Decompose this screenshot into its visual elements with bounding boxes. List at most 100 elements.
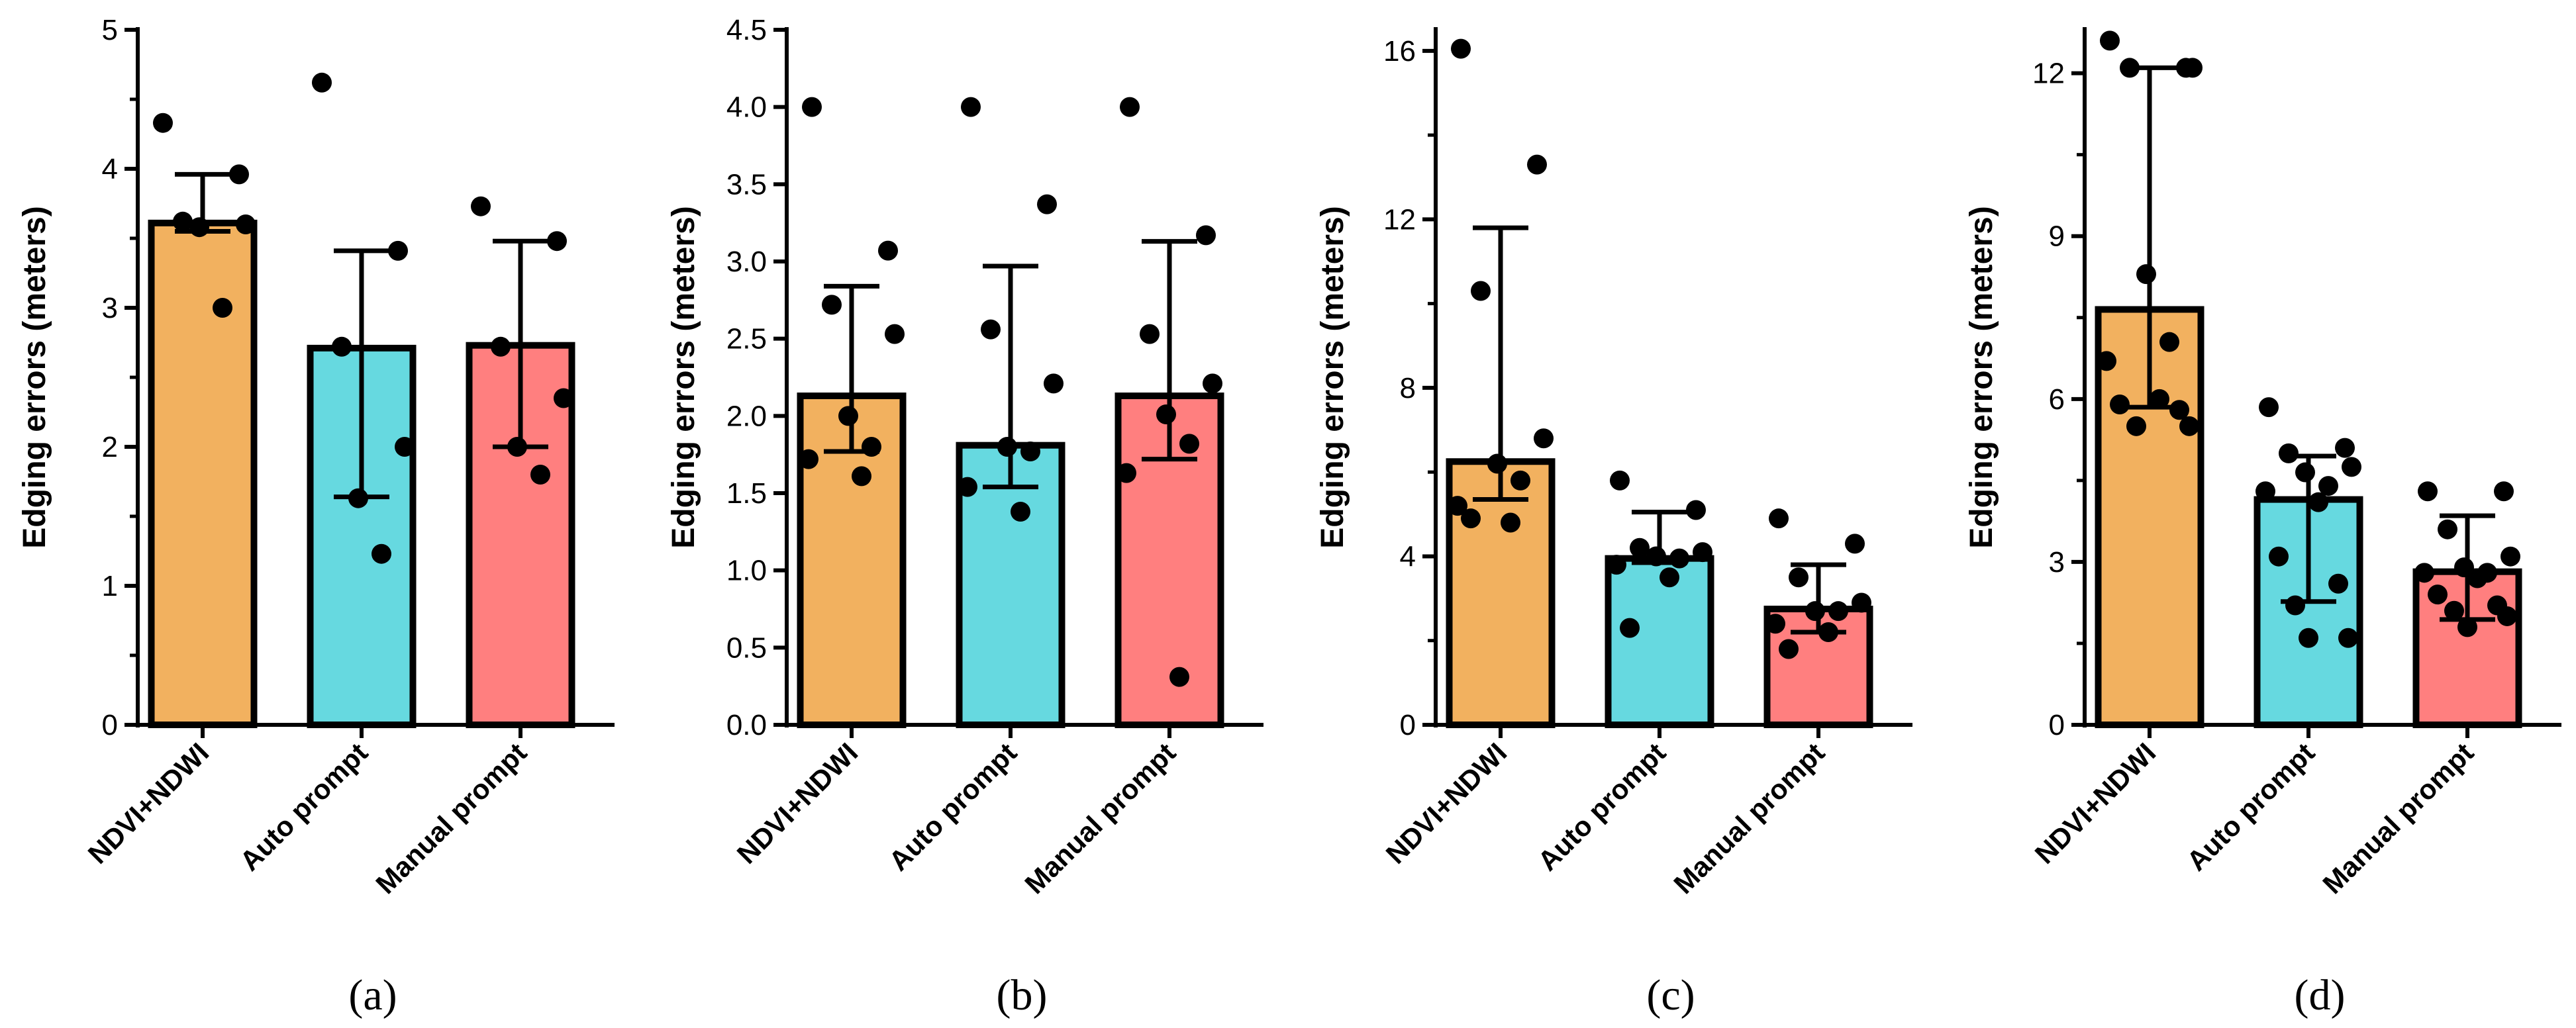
data-point-2-2-1: [1845, 534, 1865, 554]
data-point-1-0-7: [852, 466, 871, 487]
y-axis-label-3: Edging errors (meters): [1964, 206, 1999, 548]
data-point-0-0-1: [229, 164, 249, 185]
data-point-3-0-3: [2183, 58, 2203, 78]
y-tick-label-3-2: 6: [2049, 383, 2065, 416]
data-point-2-0-5: [1511, 470, 1530, 491]
data-point-3-1-10: [2285, 595, 2305, 616]
data-point-2-1-3: [1693, 542, 1712, 563]
data-point-3-1-12: [2299, 628, 2318, 648]
data-point-3-0-6: [2097, 351, 2116, 371]
category-label-3-2: Manual prompt: [2316, 737, 2479, 900]
y-tick-label-1-5: 2.5: [726, 323, 767, 355]
y-tick-label-3-0: 0: [2049, 709, 2065, 741]
data-point-2-0-8: [1461, 508, 1481, 529]
data-point-1-1-2: [981, 319, 1001, 340]
data-point-3-2-8: [2428, 584, 2448, 605]
data-point-2-1-5: [1669, 548, 1689, 569]
data-point-3-1-8: [2269, 546, 2289, 567]
category-label-2-0: NDVI+NDWI: [1380, 737, 1513, 870]
data-point-0-1-4: [348, 488, 368, 508]
panel-label-3: (d): [2295, 971, 2346, 1019]
data-point-0-2-4: [507, 437, 527, 457]
data-point-3-2-12: [2457, 617, 2477, 637]
data-point-2-2-6: [1765, 614, 1785, 634]
category-label-3-0: NDVI+NDWI: [2029, 737, 2162, 870]
data-point-3-2-6: [2414, 563, 2434, 583]
data-point-2-2-8: [1779, 639, 1799, 659]
data-point-1-0-1: [878, 240, 898, 261]
data-point-0-0-2: [173, 211, 193, 232]
data-point-3-0-8: [2110, 395, 2130, 415]
panel-c: 0 4 8 12 16 Edging errors (meters) NDVI+NDWI Au…: [1315, 27, 1912, 1019]
data-point-0-0-5: [213, 298, 232, 318]
data-point-3-0-2: [2120, 58, 2140, 78]
data-point-2-0-4: [1487, 453, 1507, 474]
data-point-1-1-5: [1020, 442, 1040, 461]
data-point-3-1-4: [2295, 462, 2315, 483]
data-point-2-2-5: [1828, 601, 1848, 622]
y-axis-label-0: Edging errors (meters): [17, 206, 52, 548]
data-point-2-1-2: [1630, 537, 1650, 558]
data-point-2-0-0: [1451, 38, 1471, 59]
y-tick-label-0-5: 5: [102, 14, 118, 46]
y-tick-label-1-1: 0.5: [726, 631, 767, 664]
y-tick-label-0-0: 0: [102, 709, 118, 741]
category-label-2-2: Manual prompt: [1667, 737, 1830, 900]
category-label-0-0: NDVI+NDWI: [82, 737, 215, 870]
data-point-2-1-4: [1646, 546, 1666, 567]
data-point-3-1-7: [2308, 492, 2328, 512]
category-label-0-1: Auto prompt: [234, 737, 373, 876]
data-point-3-0-10: [2126, 416, 2146, 436]
data-point-0-2-3: [554, 388, 573, 408]
data-point-0-1-5: [372, 543, 391, 564]
data-point-1-0-0: [802, 97, 822, 117]
data-point-0-2-5: [530, 465, 550, 485]
y-tick-label-2-4: 16: [1383, 35, 1416, 68]
panel-label-2: (c): [1646, 971, 1695, 1019]
y-tick-label-0-1: 1: [102, 570, 118, 602]
data-point-1-1-3: [1044, 373, 1064, 394]
data-point-0-2-2: [491, 336, 511, 357]
data-point-3-0-5: [2159, 332, 2179, 352]
data-point-3-1-9: [2328, 573, 2348, 594]
category-label-1-1: Auto prompt: [883, 737, 1022, 876]
data-point-3-2-7: [2467, 568, 2487, 588]
data-point-2-2-2: [1789, 567, 1808, 588]
y-tick-label-3-4: 12: [2032, 58, 2065, 90]
data-point-2-1-8: [1620, 618, 1640, 638]
data-point-0-2-1: [547, 231, 567, 252]
data-point-3-1-5: [2318, 476, 2338, 496]
data-point-2-0-3: [1534, 428, 1554, 449]
y-tick-label-2-3: 12: [1383, 203, 1416, 236]
data-point-1-2-2: [1140, 324, 1160, 344]
data-point-3-0-11: [2179, 416, 2199, 436]
category-label-0-2: Manual prompt: [370, 737, 532, 900]
panel-d: 0 3 6 9 12 Edging errors (meters) NDVI+NDWI Aut…: [1964, 27, 2561, 1019]
data-point-2-2-4: [1805, 601, 1825, 622]
data-point-1-0-5: [862, 437, 881, 457]
data-point-2-0-7: [1501, 512, 1520, 533]
data-point-3-2-4: [2454, 557, 2474, 578]
data-point-2-1-6: [1607, 555, 1626, 575]
data-point-1-2-6: [1116, 463, 1136, 483]
data-point-0-2-0: [471, 196, 491, 216]
data-point-3-2-2: [2438, 519, 2457, 539]
data-point-1-2-3: [1203, 373, 1222, 394]
data-point-0-0-3: [236, 214, 256, 234]
data-point-1-1-0: [961, 97, 981, 117]
data-point-3-0-0: [2100, 30, 2120, 51]
y-tick-label-0-4: 4: [102, 153, 118, 185]
y-tick-label-1-9: 4.5: [726, 14, 767, 46]
data-point-1-2-0: [1120, 97, 1140, 117]
data-point-2-2-7: [1818, 622, 1838, 642]
data-point-1-0-3: [885, 324, 905, 344]
data-point-0-1-2: [332, 336, 352, 357]
data-point-3-2-11: [2497, 606, 2517, 626]
data-point-3-2-0: [2418, 481, 2438, 502]
y-tick-label-3-3: 9: [2049, 220, 2065, 253]
y-axis-label-2: Edging errors (meters): [1315, 206, 1350, 548]
data-point-1-0-4: [838, 406, 858, 426]
panel-label-0: (a): [348, 971, 397, 1019]
data-point-2-2-3: [1852, 592, 1871, 613]
data-point-1-1-4: [997, 437, 1017, 457]
